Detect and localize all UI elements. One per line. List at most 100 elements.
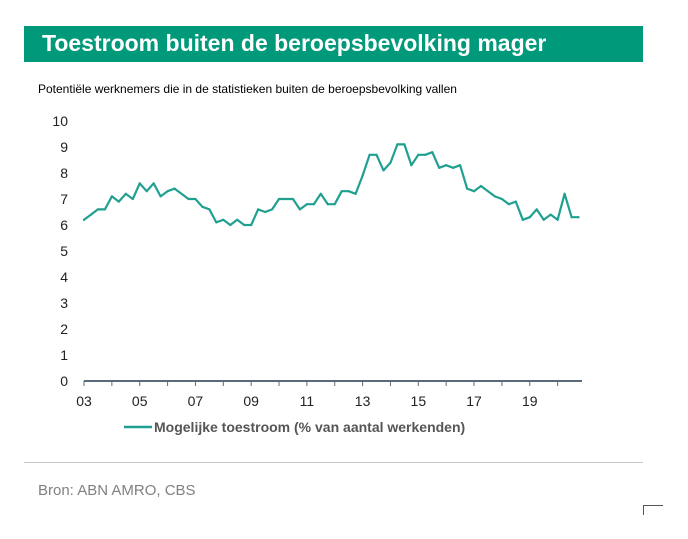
data-point [431, 151, 434, 154]
data-point [521, 218, 524, 221]
y-tick-label: 2 [60, 321, 68, 337]
data-point [229, 223, 232, 227]
corner-mark [643, 505, 663, 506]
data-point [250, 223, 253, 227]
data-point [270, 208, 274, 211]
data-point [410, 164, 413, 167]
data-point [277, 197, 281, 201]
data-point [535, 208, 538, 211]
y-tick-label: 3 [60, 295, 68, 311]
data-point [180, 192, 183, 195]
data-point [103, 208, 106, 211]
y-tick-label: 5 [60, 243, 68, 259]
data-point [500, 197, 504, 201]
y-tick-label: 1 [60, 347, 68, 363]
legend-label: Mogelijke toestroom (% van aantal werken… [154, 419, 465, 435]
data-point [375, 153, 378, 156]
data-point [347, 190, 350, 193]
data-point [117, 200, 120, 203]
x-tick-label: 15 [411, 393, 427, 409]
y-tick-label: 0 [60, 373, 68, 389]
data-point [354, 192, 357, 195]
data-point [563, 192, 566, 195]
data-point [201, 205, 204, 208]
data-point [389, 161, 392, 164]
data-point [528, 216, 531, 219]
data-point [131, 197, 134, 201]
data-point [291, 197, 295, 201]
data-point [556, 218, 559, 221]
data-point [472, 190, 476, 193]
y-axis-ticks: 0 1 2 3 4 5 6 7 8 9 10 [52, 113, 68, 389]
corner-mark-vertical [643, 505, 644, 515]
chart-title: Toestroom buiten de beroepsbevolking mag… [42, 30, 547, 56]
series-line [82, 143, 580, 227]
data-point [138, 182, 141, 185]
data-point [312, 203, 315, 206]
data-point [417, 153, 420, 156]
data-point [542, 218, 545, 221]
data-point [305, 203, 308, 206]
data-point [243, 223, 246, 227]
data-point [166, 190, 169, 193]
data-point [145, 190, 148, 193]
data-point [173, 187, 176, 190]
data-point [152, 182, 155, 185]
data-point [326, 203, 329, 206]
data-point [465, 187, 469, 190]
y-tick-label: 7 [60, 191, 68, 207]
data-point [459, 164, 462, 167]
data-point [507, 203, 510, 206]
data-point [382, 169, 385, 172]
data-point [159, 195, 162, 198]
source-divider [24, 462, 643, 463]
x-tick-label: 05 [132, 393, 148, 409]
data-point [333, 203, 336, 206]
data-point [257, 208, 260, 211]
data-point [222, 218, 225, 221]
x-tick-label: 13 [355, 393, 371, 409]
x-axis-ticks: 03 05 07 09 11 13 15 17 19 [76, 381, 559, 409]
legend: Mogelijke toestroom (% van aantal werken… [124, 419, 465, 435]
data-point [403, 143, 406, 146]
x-tick-label: 07 [188, 393, 204, 409]
data-point [445, 164, 448, 167]
data-point [236, 218, 239, 221]
data-point [479, 184, 483, 188]
data-point [424, 153, 427, 156]
x-tick-label: 19 [522, 393, 538, 409]
data-point [438, 166, 441, 169]
x-tick-label: 11 [300, 393, 315, 409]
data-point [187, 197, 190, 201]
data-point [215, 221, 218, 224]
x-tick-label: 17 [466, 393, 482, 409]
data-point [284, 197, 288, 201]
data-point [549, 213, 552, 216]
data-point [452, 166, 455, 169]
data-point [194, 197, 197, 201]
source-note: Bron: ABN AMRO, CBS [38, 482, 196, 499]
title-bar: Toestroom buiten de beroepsbevolking mag… [24, 26, 643, 62]
y-tick-label: 6 [60, 217, 68, 233]
data-point [124, 192, 127, 195]
y-tick-label: 10 [52, 113, 68, 129]
series-layer [82, 143, 580, 227]
chart-subtitle: Potentiële werknemers die in de statisti… [38, 82, 457, 96]
x-tick-label: 09 [243, 393, 259, 409]
data-point [368, 153, 371, 156]
data-point [96, 208, 100, 211]
data-point [396, 143, 399, 146]
data-point [361, 174, 364, 177]
data-point [208, 208, 211, 211]
data-point [514, 200, 517, 203]
data-point [486, 190, 490, 193]
x-tick-label: 03 [76, 393, 92, 409]
data-point [263, 210, 267, 214]
data-point [319, 192, 322, 195]
data-point [110, 195, 113, 198]
y-tick-label: 8 [60, 165, 68, 181]
data-point [82, 218, 86, 221]
data-point [493, 195, 497, 198]
data-point [89, 213, 93, 216]
